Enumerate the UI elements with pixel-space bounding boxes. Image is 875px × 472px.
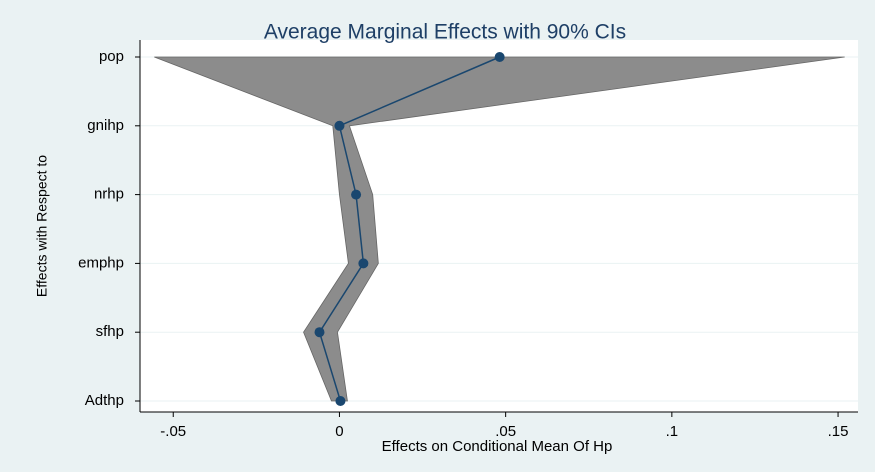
y-tick-label: emphp (78, 254, 124, 271)
y-axis-label: Effects with Respect to (34, 155, 50, 297)
chart-title: Average Marginal Effects with 90% CIs (264, 21, 626, 44)
point (358, 258, 369, 269)
y-tick-label: nrhp (94, 186, 124, 203)
y-tick-label: gnihp (87, 117, 124, 134)
point (494, 52, 505, 62)
effect-line (318, 56, 500, 402)
point (351, 189, 362, 200)
point (334, 120, 345, 131)
x-tick-label: .05 (495, 423, 516, 440)
ci-band (154, 56, 845, 402)
x-tick-label: .1 (666, 423, 679, 440)
x-tick-label: -.05 (160, 423, 186, 440)
point (335, 396, 346, 406)
point (314, 327, 325, 338)
y-tick-label: Adthp (85, 392, 124, 409)
x-tick-label: .15 (828, 423, 849, 440)
y-tick-label: pop (99, 48, 124, 65)
y-tick-label: sfhp (96, 323, 124, 340)
x-tick-label: 0 (335, 423, 343, 440)
x-axis-label: Effects on Conditional Mean Of Hp (382, 438, 613, 455)
